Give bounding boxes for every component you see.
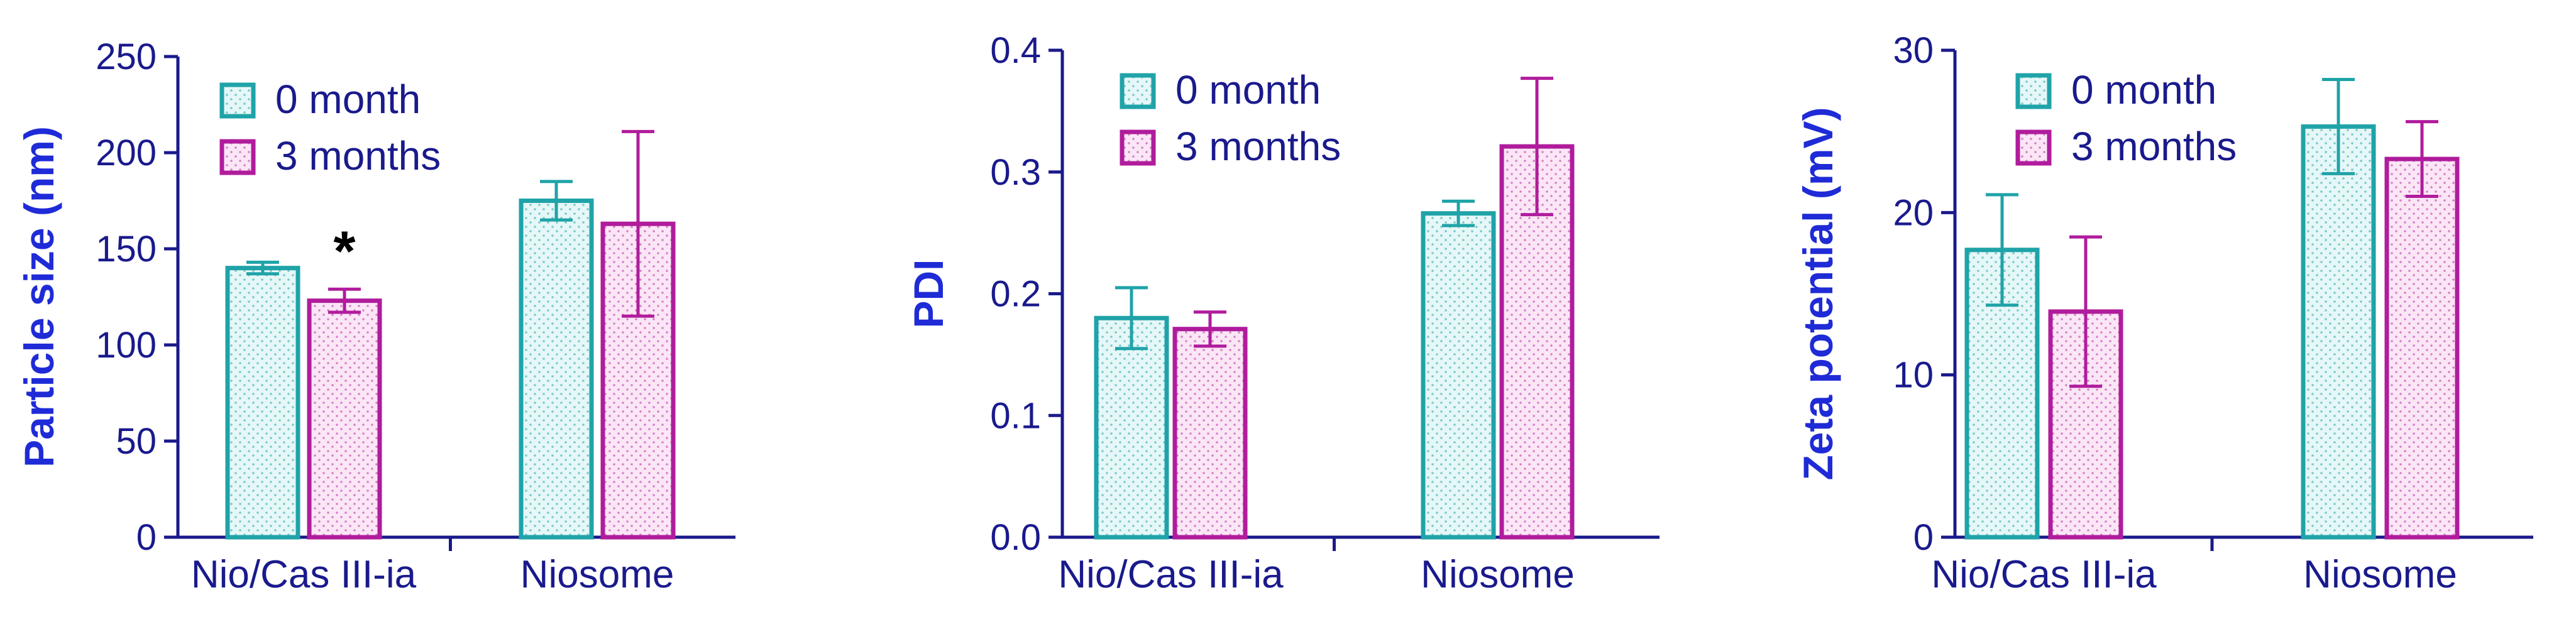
legend-label: 3 months [275,133,441,178]
y-tick-label: 0.1 [990,395,1041,436]
y-tick-label: 0 [1913,517,1934,558]
y-tick-label: 150 [96,229,157,270]
bar-three-months [2384,156,2460,540]
y-tick-label: 0.3 [990,152,1041,193]
bar-zero-month [225,266,300,540]
legend-label: 0 month [2071,67,2216,112]
bar-zero-month [519,199,594,540]
y-axis-title: Particle size (nm) [16,126,62,467]
y-tick-label: 10 [1893,355,1934,396]
x-category-label: Nio/Cas III-ia [1058,553,1284,596]
legend-swatch [1120,73,1156,109]
x-category-label: Niosome [2303,553,2457,596]
bar-three-months [307,298,382,540]
x-category-label: Niosome [520,553,674,596]
legend-swatch [219,82,256,119]
bar-three-months [1172,327,1248,540]
x-category-label: Nio/Cas III-ia [1931,553,2157,596]
legend-label: 3 months [1175,124,1341,169]
y-tick-label: 250 [96,36,157,77]
bar-zero-month [1964,248,2040,540]
significance-asterisk: * [333,220,355,283]
y-tick-label: 20 [1893,192,1934,233]
bar-zero-month [1421,211,1496,540]
x-category-label: Nio/Cas III-ia [191,553,417,596]
legend-label: 3 months [2071,124,2237,169]
chart-panel-2: 0 10 20 30 Nio/Cas III-ia Niosome Zeta potenti… [1795,30,2533,596]
y-tick-label: 0 [136,517,157,558]
chart-panel-1: 0.0 0.1 0.2 0.3 0.4 Nio/Cas III-ia Niosome PDI 0… [905,30,1660,596]
y-axis-title: Zeta potential (mV) [1795,107,1841,480]
legend-swatch [219,139,256,175]
y-tick-label: 50 [116,421,157,462]
y-tick-label: 0.2 [990,274,1041,315]
legend-swatch [2015,129,2052,166]
legend-label: 0 month [275,77,421,122]
y-tick-label: 100 [96,325,157,366]
legend-swatch [2015,73,2052,109]
bar-zero-month [2301,124,2376,540]
y-tick-label: 0.0 [990,517,1041,558]
legend-label: 0 month [1175,67,1321,112]
bar-zero-month [1094,315,1169,540]
y-tick-label: 0.4 [990,30,1041,71]
x-category-label: Niosome [1421,553,1575,596]
y-tick-label: 30 [1893,30,1934,71]
y-tick-label: 200 [96,133,157,173]
chart-panel-0: 0 50 100 150 200 250 Nio/Cas III-ia Niosome Part… [16,36,735,596]
y-axis-title: PDI [905,259,952,328]
legend-swatch [1120,129,1156,166]
